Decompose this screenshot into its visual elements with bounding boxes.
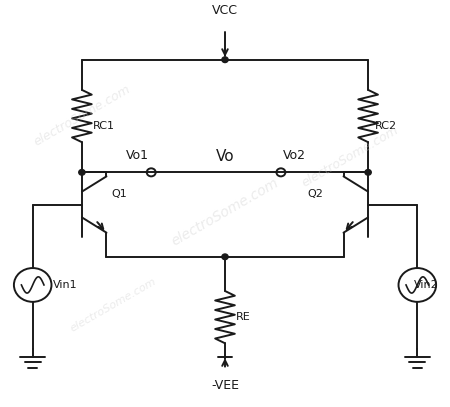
Text: Q2: Q2 bbox=[308, 190, 324, 199]
Text: Vin2: Vin2 bbox=[414, 280, 439, 290]
Circle shape bbox=[222, 57, 228, 63]
Text: Q1: Q1 bbox=[111, 190, 127, 199]
Text: VCC: VCC bbox=[212, 4, 238, 18]
Circle shape bbox=[79, 170, 85, 175]
Text: Vo1: Vo1 bbox=[126, 149, 149, 162]
Circle shape bbox=[365, 170, 371, 175]
Text: electroSome.com: electroSome.com bbox=[169, 176, 281, 249]
Text: RC1: RC1 bbox=[93, 121, 115, 131]
Text: electroSome.com: electroSome.com bbox=[300, 123, 401, 189]
Text: -VEE: -VEE bbox=[211, 379, 239, 392]
Text: Vin1: Vin1 bbox=[53, 280, 77, 290]
Circle shape bbox=[222, 254, 228, 260]
Text: Vo: Vo bbox=[216, 149, 234, 164]
Text: electroSome.com: electroSome.com bbox=[31, 83, 133, 149]
Text: RE: RE bbox=[236, 312, 251, 322]
Text: Vo2: Vo2 bbox=[283, 149, 306, 162]
Text: electroSome.com: electroSome.com bbox=[68, 276, 158, 334]
Text: RC2: RC2 bbox=[375, 121, 397, 131]
